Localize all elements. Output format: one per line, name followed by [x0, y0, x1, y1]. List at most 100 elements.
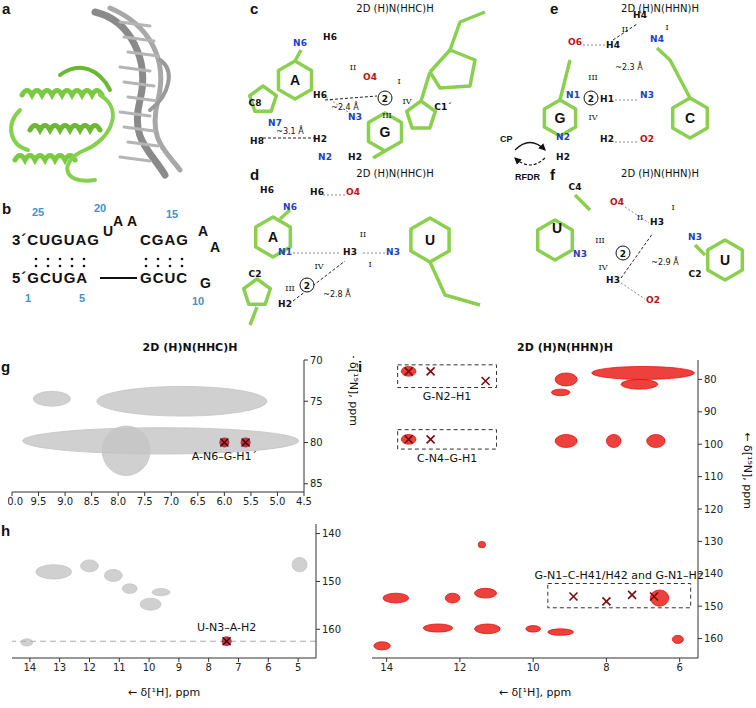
svg-text:10: 10 — [527, 662, 540, 673]
svg-text:140: 140 — [322, 528, 341, 539]
svg-text:N2: N2 — [318, 152, 332, 162]
svg-text:N3: N3 — [386, 247, 400, 257]
svg-text:2D (H)N(HHC)H: 2D (H)N(HHC)H — [143, 341, 238, 354]
svg-text:10: 10 — [143, 662, 156, 673]
svg-text:I: I — [368, 260, 371, 269]
svg-text:H3: H3 — [606, 275, 620, 285]
svg-text:A: A — [210, 239, 220, 255]
svg-text:6: 6 — [265, 662, 271, 673]
svg-text:C8: C8 — [249, 98, 262, 108]
svg-text:N4: N4 — [650, 34, 664, 44]
svg-text:I: I — [671, 203, 674, 212]
svg-text:2D (H)N(HHC)H: 2D (H)N(HHC)H — [356, 3, 433, 14]
svg-text:9.5: 9.5 — [31, 496, 47, 507]
svg-text:150: 150 — [704, 601, 723, 612]
svg-text:U: U — [720, 252, 730, 268]
svg-text:~2.4 Å: ~2.4 Å — [331, 101, 359, 112]
svg-text:15: 15 — [166, 208, 178, 220]
svg-text:CGAG: CGAG — [140, 231, 189, 248]
svg-text:80: 80 — [310, 437, 323, 448]
svg-text:A: A — [290, 72, 300, 88]
svg-text:10: 10 — [192, 295, 204, 307]
svg-text:5: 5 — [79, 292, 85, 304]
svg-text:150: 150 — [322, 576, 341, 587]
svg-text:H4: H4 — [633, 10, 647, 20]
svg-text:14: 14 — [24, 662, 37, 673]
svg-text:d: d — [250, 166, 259, 183]
svg-text:II: II — [360, 230, 366, 239]
svg-text:c: c — [250, 0, 258, 17]
svg-text:~2.8 Å: ~2.8 Å — [323, 288, 351, 299]
svg-text:II: II — [350, 63, 356, 72]
svg-text:C-N4–G-H1: C-N4–G-H1 — [417, 452, 477, 465]
svg-text:h: h — [8, 522, 10, 539]
svg-text:7: 7 — [235, 662, 241, 673]
svg-text:H2: H2 — [313, 134, 327, 144]
svg-text:2D (H)N(HHN)H: 2D (H)N(HHN)H — [621, 3, 699, 14]
svg-text:5´GCUGA: 5´GCUGA — [12, 269, 88, 286]
svg-text:N2: N2 — [556, 132, 570, 142]
svg-text:U: U — [103, 223, 113, 239]
svg-text:6: 6 — [676, 662, 682, 673]
svg-text:7.0: 7.0 — [163, 496, 179, 507]
svg-text:G-N1–C-H41/H42 and G-N1–H2: G-N1–C-H41/H42 and G-N1–H2 — [535, 569, 704, 582]
svg-text:9: 9 — [176, 662, 182, 673]
svg-text:N1: N1 — [278, 247, 292, 257]
svg-text:U: U — [552, 220, 562, 236]
svg-text:6.0: 6.0 — [216, 496, 232, 507]
svg-text:G: G — [555, 110, 566, 126]
svg-text:N3: N3 — [348, 112, 362, 122]
svg-text:C: C — [685, 110, 695, 126]
svg-text:N3: N3 — [688, 232, 702, 242]
svg-text:C2: C2 — [249, 269, 262, 279]
svg-text:G-N2–H1: G-N2–H1 — [423, 390, 472, 403]
svg-text:U-N3–A-H2: U-N3–A-H2 — [197, 621, 256, 634]
svg-text:H1: H1 — [600, 94, 614, 104]
svg-text:2: 2 — [382, 94, 388, 104]
svg-text:8.0: 8.0 — [110, 496, 126, 507]
svg-text:H6: H6 — [260, 185, 274, 195]
svg-text:10.0: 10.0 — [8, 496, 23, 507]
svg-text:8: 8 — [206, 662, 212, 673]
svg-text:120: 120 — [704, 504, 723, 515]
svg-text:70: 70 — [310, 356, 323, 366]
svg-text:4.5: 4.5 — [296, 496, 312, 507]
svg-text:110: 110 — [704, 471, 723, 482]
svg-text:U: U — [425, 232, 435, 248]
svg-text:N6: N6 — [293, 38, 307, 48]
svg-text:A: A — [268, 229, 278, 245]
svg-text:H2: H2 — [278, 299, 292, 309]
svg-text:O4: O4 — [346, 187, 360, 197]
svg-text:G: G — [200, 275, 211, 291]
svg-text:2: 2 — [620, 249, 626, 259]
svg-text:O6: O6 — [568, 37, 582, 47]
svg-text:e: e — [550, 0, 558, 17]
svg-text:b: b — [8, 200, 11, 217]
svg-text:2D (H)N(HHN)H: 2D (H)N(HHN)H — [517, 341, 613, 354]
svg-text:CP: CP — [500, 134, 513, 144]
svg-text:N1: N1 — [566, 90, 580, 100]
svg-text:25: 25 — [32, 206, 44, 218]
svg-text:11: 11 — [113, 662, 126, 673]
svg-text:3´CUGUAG: 3´CUGUAG — [12, 231, 100, 248]
svg-text:5.5: 5.5 — [243, 496, 259, 507]
svg-text:H2: H2 — [600, 134, 614, 144]
svg-text:5.0: 5.0 — [270, 496, 286, 507]
svg-text:I: I — [665, 23, 668, 32]
svg-text:H2: H2 — [556, 152, 570, 162]
svg-text:C1´: C1´ — [434, 102, 452, 112]
svg-text:RFDR: RFDR — [515, 172, 540, 182]
svg-text:H3: H3 — [650, 217, 664, 227]
svg-text:~3.1 Å: ~3.1 Å — [276, 125, 304, 136]
svg-text:a: a — [8, 0, 11, 17]
svg-text:g: g — [8, 358, 10, 375]
svg-text:N7: N7 — [268, 118, 282, 128]
svg-text:II: II — [622, 25, 628, 34]
svg-text:N3: N3 — [573, 249, 587, 259]
svg-text:85: 85 — [310, 478, 323, 489]
svg-text:C2: C2 — [689, 269, 702, 279]
svg-text:IV: IV — [315, 262, 324, 271]
svg-text:I: I — [397, 77, 400, 86]
svg-text:H8: H8 — [250, 136, 264, 146]
svg-text:f: f — [550, 166, 556, 183]
